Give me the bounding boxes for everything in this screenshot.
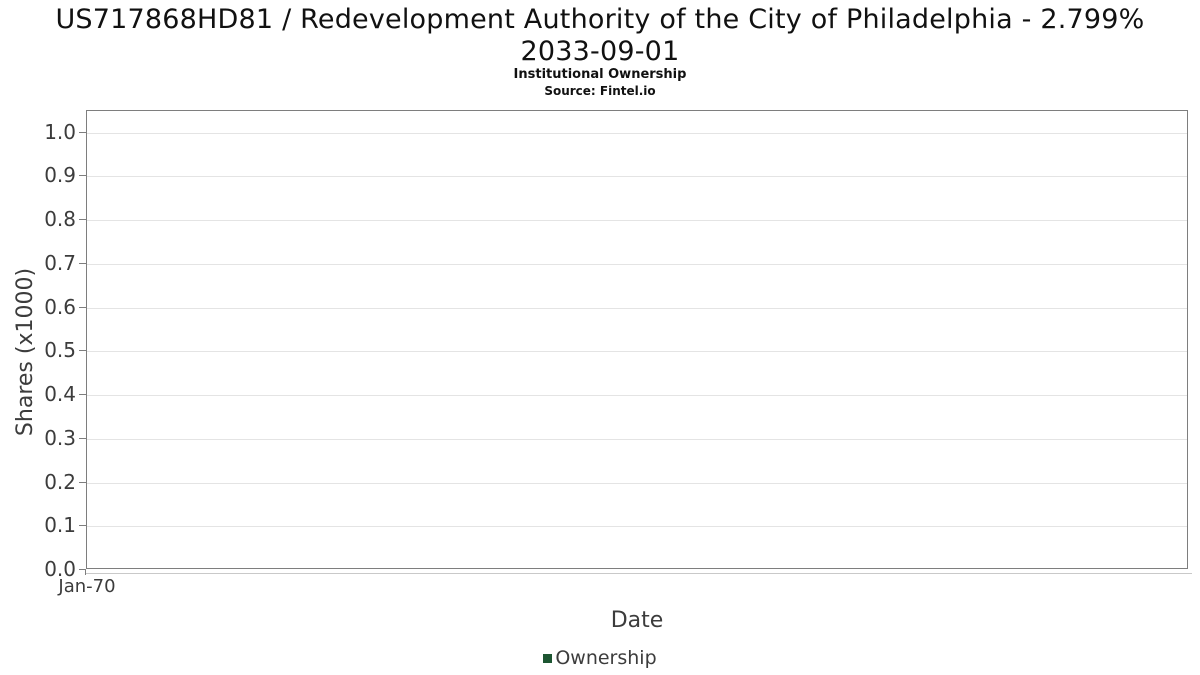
legend-swatch-icon [543, 653, 553, 663]
gridline [87, 526, 1187, 528]
gridline [87, 132, 1187, 134]
y-tick-label: 1.0 [44, 119, 76, 144]
y-tick-label: 0.3 [44, 425, 76, 450]
y-tick-mark [79, 569, 86, 570]
gridline [87, 395, 1187, 397]
y-tick-mark [79, 437, 86, 439]
legend-label: Ownership [555, 647, 657, 669]
y-tick-label: 0.5 [44, 338, 76, 363]
gridline [87, 351, 1187, 353]
gridline [87, 482, 1187, 484]
x-axis-line [86, 573, 1192, 574]
chart-title-line1: US717868HD81 / Redevelopment Authority o… [55, 4, 1145, 35]
gridline [87, 263, 1187, 265]
plot-area [86, 110, 1188, 569]
chart-source: Source: Fintel.io [544, 84, 656, 98]
y-tick-mark [79, 481, 86, 483]
y-tick-label: 0.7 [44, 250, 76, 275]
y-tick-mark [79, 306, 86, 308]
gridline [87, 307, 1187, 309]
y-tick-label: 0.2 [44, 469, 76, 494]
y-tick-label: 0.0 [44, 557, 76, 581]
y-tick-mark [79, 175, 86, 177]
gridline [87, 220, 1187, 222]
gridline [87, 438, 1187, 440]
gridline [87, 176, 1187, 178]
chart-title-line2: 2033-09-01 [520, 36, 680, 67]
x-tick-mark [85, 569, 86, 575]
y-tick-mark [79, 262, 86, 264]
y-tick-mark [79, 350, 86, 352]
y-tick-mark [79, 525, 86, 527]
chart-subtitle: Institutional Ownership [513, 67, 687, 82]
y-tick-mark [79, 394, 86, 396]
y-tick-label: 0.1 [44, 513, 76, 538]
y-tick-label: 0.9 [44, 163, 76, 188]
x-axis-title: Date [610, 608, 664, 633]
y-tick-mark [79, 131, 86, 133]
y-tick-mark [79, 219, 86, 221]
y-tick-label: 0.6 [44, 294, 76, 319]
legend: Ownership [0, 645, 1200, 671]
x-tick-label: Jan-70 [58, 576, 116, 597]
y-tick-label: 0.8 [44, 207, 76, 232]
y-tick-label: 0.4 [44, 382, 76, 407]
